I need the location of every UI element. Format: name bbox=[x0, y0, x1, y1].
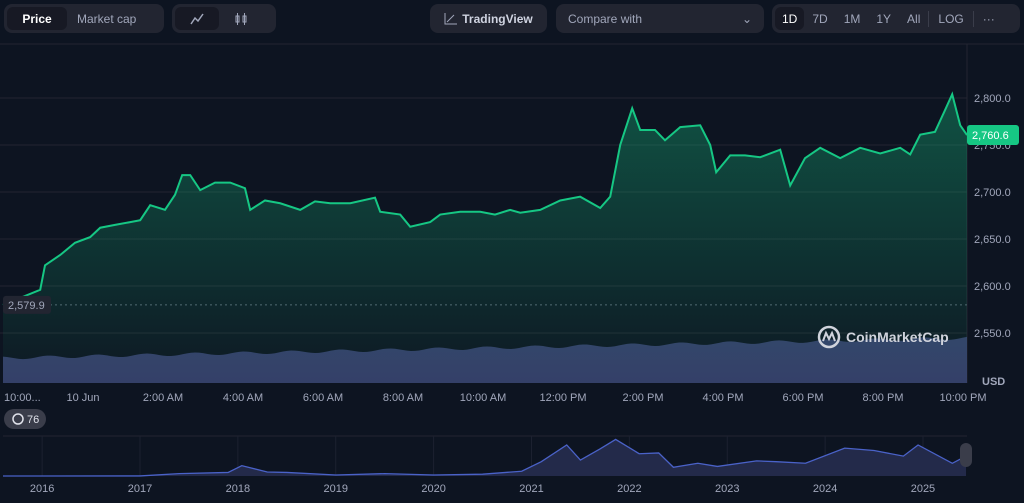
log-toggle[interactable]: LOG bbox=[938, 11, 964, 26]
y-tick-label: 2,600.0 bbox=[974, 281, 1011, 293]
x-tick-label: 2:00 PM bbox=[623, 392, 664, 404]
y-tick-label: 2,550.0 bbox=[974, 328, 1011, 340]
navigator-year-label: 2019 bbox=[324, 483, 348, 495]
navigator-year-label: 2025 bbox=[911, 483, 935, 495]
watermark: CoinMarketCap bbox=[846, 329, 949, 345]
navigator-year-label: 2018 bbox=[226, 483, 250, 495]
coinmarketcap-logo bbox=[817, 325, 841, 349]
current-price-label: 2,760.6 bbox=[972, 130, 1009, 142]
compare-label: Compare with bbox=[568, 11, 643, 26]
price-area bbox=[3, 94, 967, 384]
tradingview-button[interactable]: TradingView bbox=[430, 4, 547, 33]
current-price-badge bbox=[967, 125, 1019, 146]
navigator-year-label: 2024 bbox=[813, 483, 837, 495]
price-marketcap-toggle: Price Market cap bbox=[4, 4, 164, 33]
range-1m[interactable]: 1M bbox=[843, 11, 861, 26]
x-tick-label: 10:00 PM bbox=[939, 392, 986, 404]
navigator-year-label: 2020 bbox=[421, 483, 445, 495]
navigator-line bbox=[3, 438, 967, 477]
divider bbox=[928, 10, 930, 27]
y-tick-label: 2,800.0 bbox=[974, 93, 1011, 105]
range-7d[interactable]: 7D bbox=[812, 11, 828, 26]
navigator-year-label: 2023 bbox=[715, 483, 739, 495]
navigator-handle[interactable] bbox=[960, 443, 972, 467]
y-tick-label: 2,700.0 bbox=[974, 187, 1011, 199]
x-tick-label: 2:00 AM bbox=[143, 392, 183, 404]
line-chart-icon[interactable] bbox=[175, 7, 219, 30]
tradingview-label: TradingView bbox=[462, 11, 533, 26]
chart-icon bbox=[444, 12, 458, 24]
candlestick-icon[interactable] bbox=[219, 7, 263, 30]
navigator-year-label: 2021 bbox=[519, 483, 543, 495]
divider bbox=[972, 10, 974, 27]
x-tick-label: 8:00 PM bbox=[863, 392, 904, 404]
navigator-year-label: 2022 bbox=[617, 483, 641, 495]
tab-price[interactable]: Price bbox=[7, 7, 67, 30]
x-tick-label: 8:00 AM bbox=[383, 392, 423, 404]
chevron-down-icon: ⌄ bbox=[741, 11, 752, 26]
navigator-year-label: 2016 bbox=[30, 483, 54, 495]
currency-label: USD bbox=[982, 376, 1005, 388]
x-tick-label: 10:00... bbox=[4, 392, 41, 404]
x-tick-label: 4:00 PM bbox=[703, 392, 744, 404]
range-all[interactable]: All bbox=[907, 11, 921, 26]
range-selector: 1D 7D 1M 1Y All LOG ··· bbox=[772, 4, 1020, 33]
range-1d[interactable]: 1D bbox=[775, 7, 805, 30]
chart-type-toggle bbox=[172, 4, 276, 33]
tab-market-cap[interactable]: Market cap bbox=[77, 11, 137, 26]
price-line bbox=[2, 91, 968, 306]
more-options-button[interactable]: ··· bbox=[982, 11, 995, 26]
compare-with-select[interactable]: Compare with ⌄ bbox=[556, 4, 764, 33]
y-tick-label: 2,650.0 bbox=[974, 234, 1011, 246]
x-tick-label: 10 Jun bbox=[66, 392, 99, 404]
x-tick-label: 10:00 AM bbox=[460, 392, 506, 404]
badge-count: 76 bbox=[27, 414, 39, 426]
navigator-year-label: 2017 bbox=[128, 483, 152, 495]
x-tick-label: 4:00 AM bbox=[223, 392, 263, 404]
navigator-area bbox=[3, 439, 967, 476]
open-price-badge bbox=[3, 295, 51, 314]
range-1y[interactable]: 1Y bbox=[876, 11, 892, 26]
x-tick-label: 6:00 PM bbox=[783, 392, 824, 404]
history-badge[interactable]: 76 bbox=[4, 409, 46, 429]
open-price-label: 2,579.9 bbox=[8, 300, 45, 312]
x-tick-label: 12:00 PM bbox=[539, 392, 586, 404]
x-tick-label: 6:00 AM bbox=[303, 392, 343, 404]
